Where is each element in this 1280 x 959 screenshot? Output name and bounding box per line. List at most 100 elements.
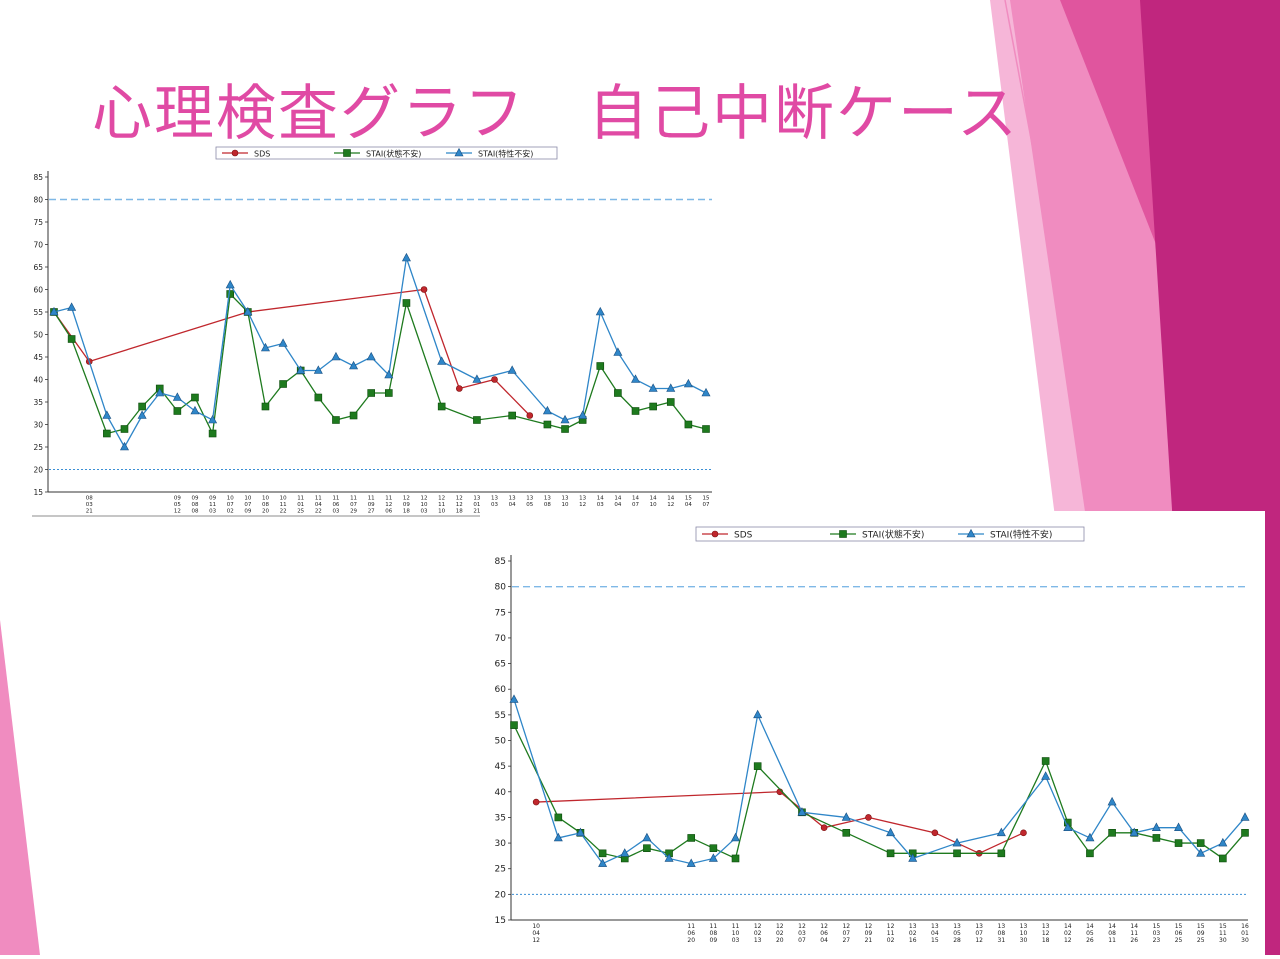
y-tick-label-40: 40 [33, 376, 43, 385]
series-2-point-1 [553, 832, 563, 842]
x-tick-text: 11 [315, 496, 322, 502]
y-tick-label-45: 45 [33, 353, 43, 362]
x-tick-text: 05 [953, 930, 961, 937]
x-tick-text: 04 [820, 937, 828, 944]
series-2-point-26 [595, 306, 605, 316]
x-tick-text: 06 [332, 502, 339, 508]
series-2-point-2 [575, 827, 585, 837]
series-1-point-26 [1241, 829, 1249, 837]
series-2-point-3 [119, 441, 129, 451]
x-tick-text: 08 [710, 930, 718, 937]
x-tick-text: 05 [526, 502, 533, 508]
x-tick-text: 02 [887, 937, 895, 944]
series-2-point-15 [331, 351, 341, 361]
series-2-point-20 [1107, 796, 1117, 806]
series-2-point-15 [952, 837, 962, 847]
x-tick-text: 14 [614, 496, 621, 502]
y-tick-label-25: 25 [33, 443, 43, 452]
series-1-point-17 [1041, 757, 1050, 765]
series-2-point-18 [384, 369, 394, 379]
x-tick-text: 09 [209, 496, 216, 502]
x-tick-text: 06 [687, 930, 695, 937]
x-tick-text: 22 [315, 509, 322, 515]
x-tick-text: 12 [865, 923, 873, 930]
y-tick-label-30: 30 [33, 421, 43, 430]
series-1-point-9 [731, 854, 740, 863]
x-tick-text: 04 [509, 502, 516, 508]
legend: SDS STAI(状態不安) STAI(特性不安) [215, 146, 558, 160]
series-2-point-14 [908, 853, 918, 862]
series-line-0 [53, 288, 531, 416]
x-tick-text: 13 [579, 496, 586, 502]
x-tick-text: 04 [315, 502, 322, 508]
series-0-point-4 [455, 385, 463, 392]
x-tick-text: 28 [953, 937, 961, 944]
legend-box [695, 526, 1085, 542]
x-tick-text: 13 [1020, 923, 1028, 930]
x-tick-text: 07 [975, 930, 983, 937]
x-tick-text: 05 [1086, 930, 1094, 937]
x-tick-text: 14 [650, 496, 657, 502]
x-tick-text: 13 [998, 923, 1006, 930]
series-2-point-11 [797, 807, 807, 816]
series-1-point-7 [687, 834, 696, 842]
series-2-point-8 [208, 414, 218, 424]
series-2-point-8 [708, 853, 718, 862]
x-tick-text: 09 [191, 496, 198, 502]
y-tick-label-65: 65 [33, 263, 43, 272]
x-tick-text: 11 [385, 496, 392, 502]
y-tick-label-15: 15 [33, 488, 43, 497]
series-2-point-12 [841, 812, 851, 821]
series-2-point-13 [296, 365, 306, 374]
x-tick-text: 04 [532, 930, 540, 937]
x-tick-text: 18 [1042, 937, 1050, 944]
x-tick-text: 14 [597, 496, 604, 502]
series-2-point-18 [1063, 822, 1073, 831]
chart-panel-first: SDS STAI(状態不安) STAI(特性不安) 15 20 25 30 35 40 45 50 5… [32, 140, 722, 518]
x-tick-text: 12 [754, 923, 762, 930]
x-tick-text: 21 [865, 937, 873, 944]
series-2-point-9 [225, 279, 235, 289]
x-tick-text: 15 [1197, 923, 1205, 930]
series-1-point-19 [1086, 849, 1094, 858]
series-2-point-12 [278, 338, 288, 347]
y-tick-label-85: 85 [33, 173, 43, 182]
slide-title: 心理検査グラフ 自己中断ケース [92, 79, 1019, 149]
x-tick-text: 12 [385, 502, 392, 508]
x-tick-text: 07 [350, 502, 357, 508]
x-tick-text: 07 [703, 502, 710, 508]
series-0-point-4 [931, 829, 939, 837]
x-tick-text: 03 [798, 930, 806, 937]
series-2-point-6 [172, 392, 182, 401]
series-1-point-7 [191, 393, 199, 402]
series-2-point-1 [67, 302, 77, 311]
x-tick-text: 09 [244, 509, 251, 515]
series-1-point-28 [631, 407, 640, 415]
x-tick-text: 12 [820, 923, 828, 930]
x-tick-text: 20 [776, 937, 784, 944]
x-tick-text: 03 [421, 509, 428, 515]
chart-second: SDS STAI(状態不安) STAI(特性不安) 15 20 25 30 35 40 45 50 5… [495, 526, 1250, 944]
legend-label-0: SDS [734, 531, 753, 541]
